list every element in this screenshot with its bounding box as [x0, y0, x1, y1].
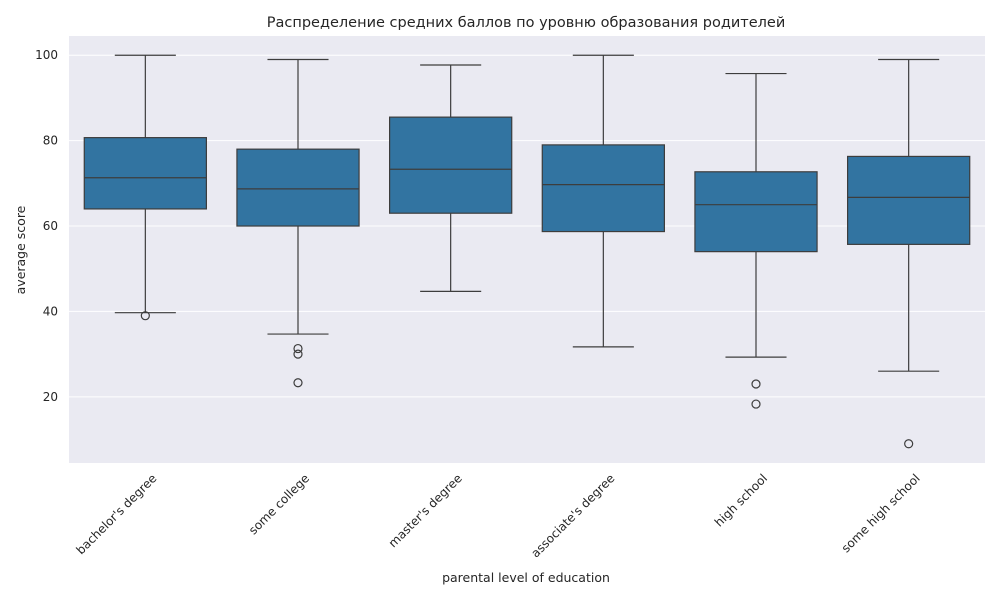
y-tick-label: 40	[43, 304, 58, 318]
x-tick-label: bachelor's degree	[73, 471, 159, 557]
box-group	[389, 64, 513, 292]
outlier-point	[140, 311, 150, 321]
y-tick-label: 80	[43, 134, 58, 148]
outlier-point	[904, 439, 914, 449]
y-tick-label: 60	[43, 219, 58, 233]
outlier-point	[293, 378, 303, 388]
x-tick-label: some high school	[839, 471, 923, 555]
box-group	[236, 58, 360, 388]
y-tick-label: 100	[35, 48, 58, 62]
iqr-box	[541, 144, 665, 233]
y-tick-label: 20	[43, 390, 58, 404]
x-tick-label: high school	[712, 471, 770, 529]
box-group	[83, 54, 208, 321]
x-tick-label: some college	[246, 471, 312, 537]
grid-lines	[69, 54, 985, 398]
boxes	[83, 54, 971, 449]
y-axis-label: average score	[13, 205, 28, 294]
iqr-box	[236, 148, 360, 227]
outlier-point	[293, 349, 303, 359]
outlier-point	[751, 379, 761, 389]
x-axis-ticks: bachelor's degree some college master's de…	[73, 471, 922, 560]
iqr-box	[83, 137, 208, 210]
iqr-box	[694, 171, 818, 253]
iqr-box	[846, 155, 971, 245]
x-tick-label: associate's degree	[528, 471, 617, 560]
x-tick-label: master's degree	[386, 471, 465, 550]
iqr-box	[389, 116, 513, 214]
y-axis-ticks: 20 40 60 80 100	[35, 48, 58, 404]
x-axis-label: parental level of education	[442, 570, 610, 585]
box-group	[694, 72, 818, 409]
chart-title: Распределение средних баллов по уровню о…	[267, 15, 786, 31]
plot-area	[69, 36, 985, 463]
outlier-point	[751, 399, 761, 409]
box-group	[846, 58, 971, 449]
outlier-point	[293, 343, 303, 354]
box-group	[541, 54, 665, 348]
